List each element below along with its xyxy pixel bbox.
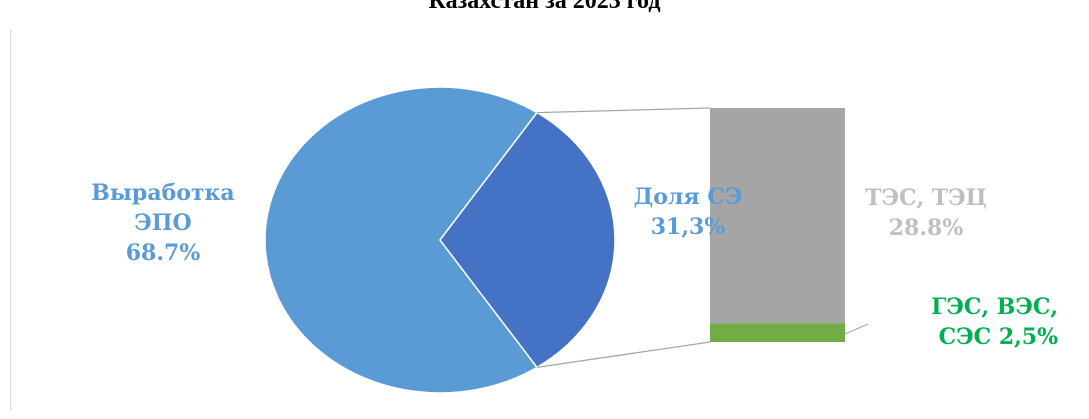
- stacked-bar: [710, 108, 845, 342]
- bar-segment-renewables: [710, 323, 845, 342]
- slice-label-share: Доля СЭ 31,3%: [633, 184, 743, 240]
- pie-slice-share: [439, 111, 616, 369]
- bar-label-tes: ТЭС, ТЭЦ 28.8%: [865, 185, 987, 241]
- bar-segment-tes: [710, 108, 845, 324]
- chart-title: Казахстан за 2023 год: [428, 0, 661, 14]
- bar-label-renewables: ГЭС, ВЭС, СЭС 2,5%: [931, 294, 1058, 350]
- slice-label-main: Выработка ЭПО 68.7%: [91, 180, 235, 266]
- chart-frame-border: [10, 30, 11, 410]
- connector-line-top: [536, 107, 711, 114]
- pie-slice-main: [264, 86, 539, 394]
- pie: [264, 86, 616, 394]
- connector-line-bottom: [536, 341, 711, 368]
- connector-lines: [536, 107, 869, 368]
- renewables-leader-line: [844, 323, 869, 335]
